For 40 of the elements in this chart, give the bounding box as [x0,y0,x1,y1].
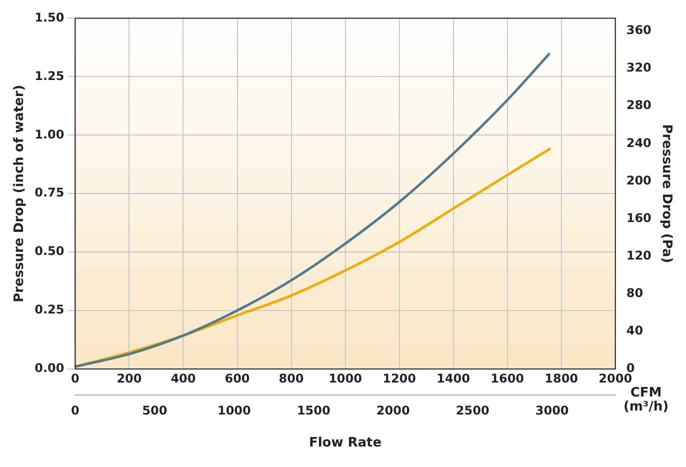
y2-tick-label: 80 [626,286,644,300]
y2-axis-title: Pressure Drop (Pa) [658,124,674,264]
x-tick-label: 800 [278,371,304,386]
y2-tick-label: 200 [626,173,652,188]
x2-tick-label: 3000 [535,403,569,418]
y-tick-label: 0.50 [34,244,64,258]
x2-tick-label: 2500 [456,403,490,418]
x-tick-label: 2000 [598,371,632,386]
y2-tick-label: 360 [626,23,652,38]
x-tick-label: 1200 [382,371,416,386]
y-tick-label: 0.25 [34,302,64,317]
y2-tick-label: 280 [626,98,652,112]
x-tick-label: 1400 [436,371,470,386]
y-tick-label: 0.75 [34,186,64,200]
x-tick-label: 1000 [328,371,362,386]
y-axis-title: Pressure Drop (inch of water) [12,84,28,302]
y2-tick-label: 120 [626,248,652,262]
x2-tick-label: 2000 [376,403,410,418]
y2-tick-label: 240 [626,136,652,150]
y2-tick-label: 160 [626,210,652,225]
x-tick-label: 1600 [490,371,524,386]
x2-tick-label: 1000 [217,403,251,418]
y2-tick-label: 40 [626,324,644,338]
x-tick-label: 400 [170,371,196,386]
x-tick-label: 1800 [544,371,578,386]
x-tick-label: 0 [71,371,80,386]
y-tick-label: 1.50 [34,10,64,24]
y-tick-label: 1.00 [34,127,64,142]
text: Flow Rate [308,435,382,450]
x2-tick-label: 0 [71,403,80,418]
y2-tick-label: 320 [626,60,652,75]
y-tick-label: 1.25 [34,68,64,83]
x2-tick-label: 500 [142,403,168,418]
line-series [75,52,551,368]
x2-tick-label: 1500 [296,403,330,418]
x-tick-label: 200 [116,371,142,386]
x-tick-label: 600 [224,371,250,386]
x-axis-title: CFM [630,385,662,400]
y-tick-label: 0.00 [34,361,64,376]
x2-axis-title: (m³/h) [623,399,669,414]
